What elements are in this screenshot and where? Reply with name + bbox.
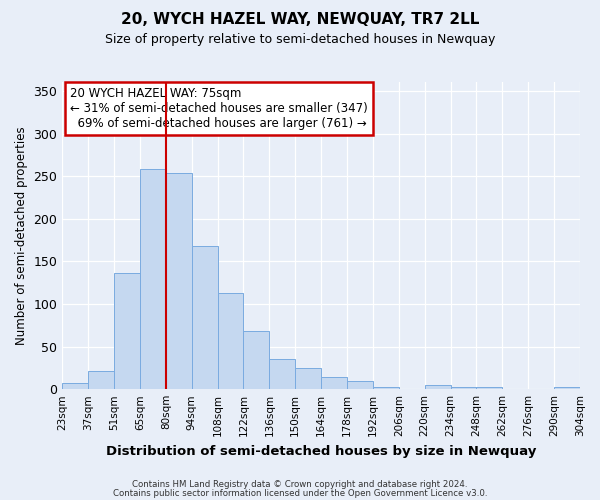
Bar <box>218 293 244 389</box>
Bar <box>140 170 166 389</box>
Y-axis label: Number of semi-detached properties: Number of semi-detached properties <box>15 126 28 345</box>
Text: Contains public sector information licensed under the Open Government Licence v3: Contains public sector information licen… <box>113 488 487 498</box>
Bar <box>347 380 373 389</box>
Bar <box>476 388 502 389</box>
Text: Size of property relative to semi-detached houses in Newquay: Size of property relative to semi-detach… <box>105 32 495 46</box>
X-axis label: Distribution of semi-detached houses by size in Newquay: Distribution of semi-detached houses by … <box>106 444 536 458</box>
Bar <box>62 383 88 389</box>
Bar <box>554 388 580 389</box>
Bar <box>321 378 347 389</box>
Text: 20, WYCH HAZEL WAY, NEWQUAY, TR7 2LL: 20, WYCH HAZEL WAY, NEWQUAY, TR7 2LL <box>121 12 479 28</box>
Bar <box>114 274 140 389</box>
Text: Contains HM Land Registry data © Crown copyright and database right 2024.: Contains HM Land Registry data © Crown c… <box>132 480 468 489</box>
Bar <box>425 385 451 389</box>
Bar <box>269 360 295 389</box>
Bar <box>451 386 476 389</box>
Bar <box>88 372 114 389</box>
Bar <box>192 246 218 389</box>
Text: 20 WYCH HAZEL WAY: 75sqm
← 31% of semi-detached houses are smaller (347)
  69% o: 20 WYCH HAZEL WAY: 75sqm ← 31% of semi-d… <box>70 87 368 130</box>
Bar <box>295 368 321 389</box>
Bar <box>373 386 399 389</box>
Bar <box>166 173 192 389</box>
Bar <box>244 332 269 389</box>
